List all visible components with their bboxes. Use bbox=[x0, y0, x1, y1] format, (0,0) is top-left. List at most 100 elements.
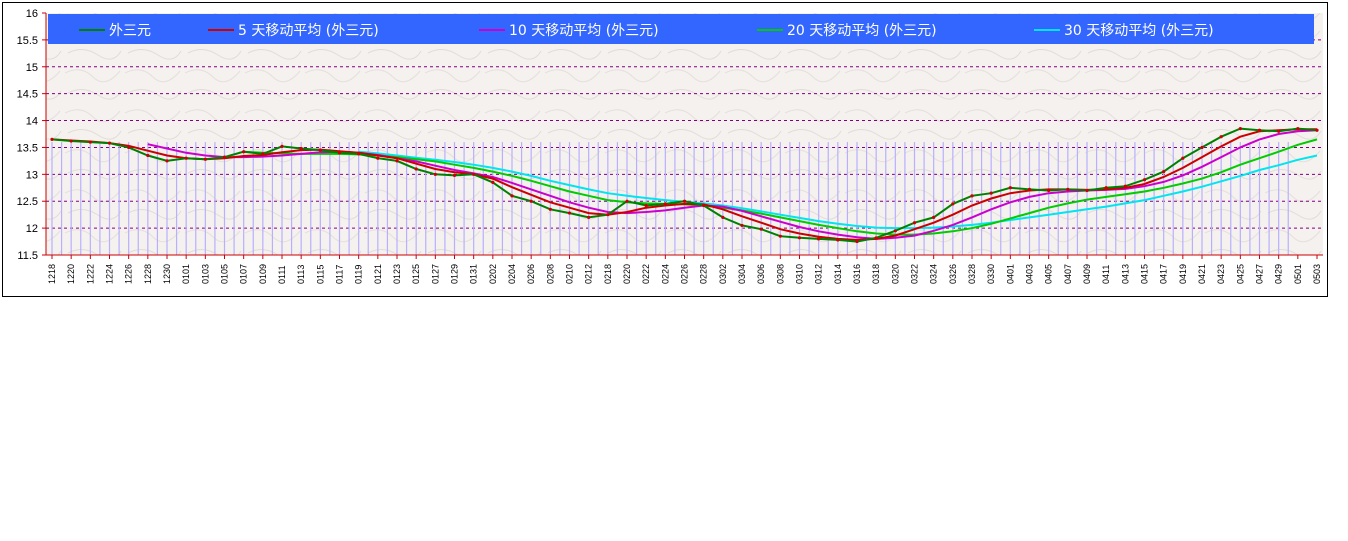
x-tick-label: 0226 bbox=[680, 264, 690, 284]
x-tick-label: 0310 bbox=[795, 264, 805, 284]
x-tick-label: 0308 bbox=[775, 264, 785, 284]
x-tick-label: 0228 bbox=[699, 264, 709, 284]
data-point bbox=[165, 159, 169, 163]
data-point bbox=[567, 211, 572, 215]
data-point bbox=[184, 156, 188, 160]
x-tick-label: 0109 bbox=[258, 264, 268, 284]
x-tick-label: 0413 bbox=[1120, 264, 1130, 284]
data-point bbox=[1066, 187, 1070, 191]
x-tick-label: 0405 bbox=[1044, 264, 1054, 284]
data-point bbox=[1047, 188, 1051, 193]
data-point bbox=[1200, 145, 1204, 150]
data-point bbox=[970, 194, 974, 198]
data-point bbox=[1296, 127, 1300, 131]
data-point bbox=[548, 207, 552, 211]
x-tick-label: 0421 bbox=[1197, 264, 1207, 284]
data-point bbox=[261, 152, 265, 156]
data-point bbox=[1085, 188, 1089, 193]
x-tick-label: 0322 bbox=[910, 264, 920, 284]
data-point bbox=[682, 199, 687, 203]
x-tick-label: 0131 bbox=[469, 264, 479, 284]
data-point bbox=[529, 199, 533, 203]
x-tick-label: 0121 bbox=[373, 264, 383, 284]
data-point bbox=[912, 221, 917, 225]
x-tick-label: 0415 bbox=[1140, 264, 1150, 284]
x-tick-label: 0212 bbox=[584, 264, 594, 284]
data-point bbox=[318, 148, 322, 152]
x-tick-label: 0220 bbox=[622, 264, 632, 284]
data-point bbox=[778, 234, 782, 238]
data-point bbox=[1219, 135, 1223, 139]
y-tick-label: 13.5 bbox=[17, 142, 38, 154]
data-point bbox=[855, 239, 859, 244]
data-point bbox=[337, 151, 342, 155]
x-tick-label: 0318 bbox=[871, 264, 881, 284]
x-tick-label: 0316 bbox=[852, 264, 862, 284]
x-tick-label: 0129 bbox=[450, 264, 460, 284]
data-point bbox=[1027, 187, 1032, 191]
x-tick-label: 0113 bbox=[296, 265, 306, 284]
data-point bbox=[644, 203, 648, 208]
x-tick-label: 0429 bbox=[1274, 264, 1284, 284]
legend-label: 20 天移动平均 (外三元) bbox=[787, 23, 937, 39]
data-point bbox=[606, 213, 610, 217]
x-tick-label: 0401 bbox=[1005, 264, 1015, 284]
y-tick-label: 11.5 bbox=[17, 250, 38, 262]
data-point bbox=[357, 152, 361, 156]
data-point bbox=[663, 202, 667, 206]
y-tick-label: 12 bbox=[26, 223, 38, 235]
x-tick-label: 0501 bbox=[1293, 264, 1303, 284]
data-point bbox=[88, 140, 92, 144]
y-axis: 16 15.5 15 14.5 14 13.5 13 12.5 12 11.5 bbox=[17, 8, 1323, 262]
series-lines bbox=[50, 127, 1319, 244]
data-point bbox=[893, 229, 897, 233]
data-point bbox=[242, 150, 246, 154]
x-tick-label: 0427 bbox=[1255, 264, 1265, 284]
data-point bbox=[146, 153, 150, 158]
y-tick-label: 12.5 bbox=[17, 196, 38, 208]
data-point bbox=[702, 203, 706, 208]
y-tick-label: 14 bbox=[26, 116, 38, 128]
data-point bbox=[452, 173, 457, 178]
x-tick-label: 0328 bbox=[967, 264, 977, 284]
data-point bbox=[932, 215, 936, 219]
data-point bbox=[1008, 186, 1012, 190]
data-point bbox=[759, 227, 763, 231]
x-tick-label: 1224 bbox=[105, 264, 115, 284]
x-tick-label: 1226 bbox=[124, 264, 134, 284]
x-tick-label: 0101 bbox=[181, 264, 191, 284]
x-tick-label: 0425 bbox=[1235, 264, 1245, 284]
y-tick-label: 15.5 bbox=[17, 35, 38, 47]
x-tick-label: 0117 bbox=[335, 265, 345, 284]
data-point bbox=[817, 237, 821, 241]
x-tick-label: 0218 bbox=[603, 264, 613, 284]
data-point bbox=[510, 194, 514, 198]
data-point bbox=[69, 139, 73, 143]
x-tick-label: 0119 bbox=[354, 265, 364, 284]
data-point bbox=[280, 144, 284, 148]
data-point bbox=[1277, 129, 1281, 133]
data-point bbox=[222, 155, 227, 159]
data-point bbox=[587, 215, 591, 219]
legend-box bbox=[48, 14, 1314, 44]
data-point bbox=[203, 157, 207, 161]
data-point bbox=[127, 145, 131, 150]
data-point bbox=[491, 180, 495, 184]
legend-label: 10 天移动平均 (外三元) bbox=[509, 23, 659, 39]
data-point bbox=[1142, 178, 1147, 182]
x-tick-label: 0210 bbox=[565, 264, 575, 284]
data-point bbox=[874, 236, 878, 240]
x-tick-label: 1228 bbox=[143, 264, 153, 284]
x-tick-label: 0123 bbox=[392, 264, 402, 284]
data-point bbox=[472, 172, 476, 176]
x-tick-label: 0304 bbox=[737, 264, 747, 284]
x-tick-label: 0417 bbox=[1159, 264, 1169, 284]
x-tick-label: 0103 bbox=[200, 264, 210, 284]
data-point bbox=[299, 146, 303, 151]
x-tick-label: 0306 bbox=[756, 264, 766, 284]
x-tick-label: 0423 bbox=[1216, 264, 1226, 284]
x-tick-label: 0503 bbox=[1312, 264, 1322, 284]
series-line bbox=[358, 150, 1318, 230]
data-point bbox=[797, 236, 802, 240]
legend-label: 外三元 bbox=[109, 23, 151, 39]
